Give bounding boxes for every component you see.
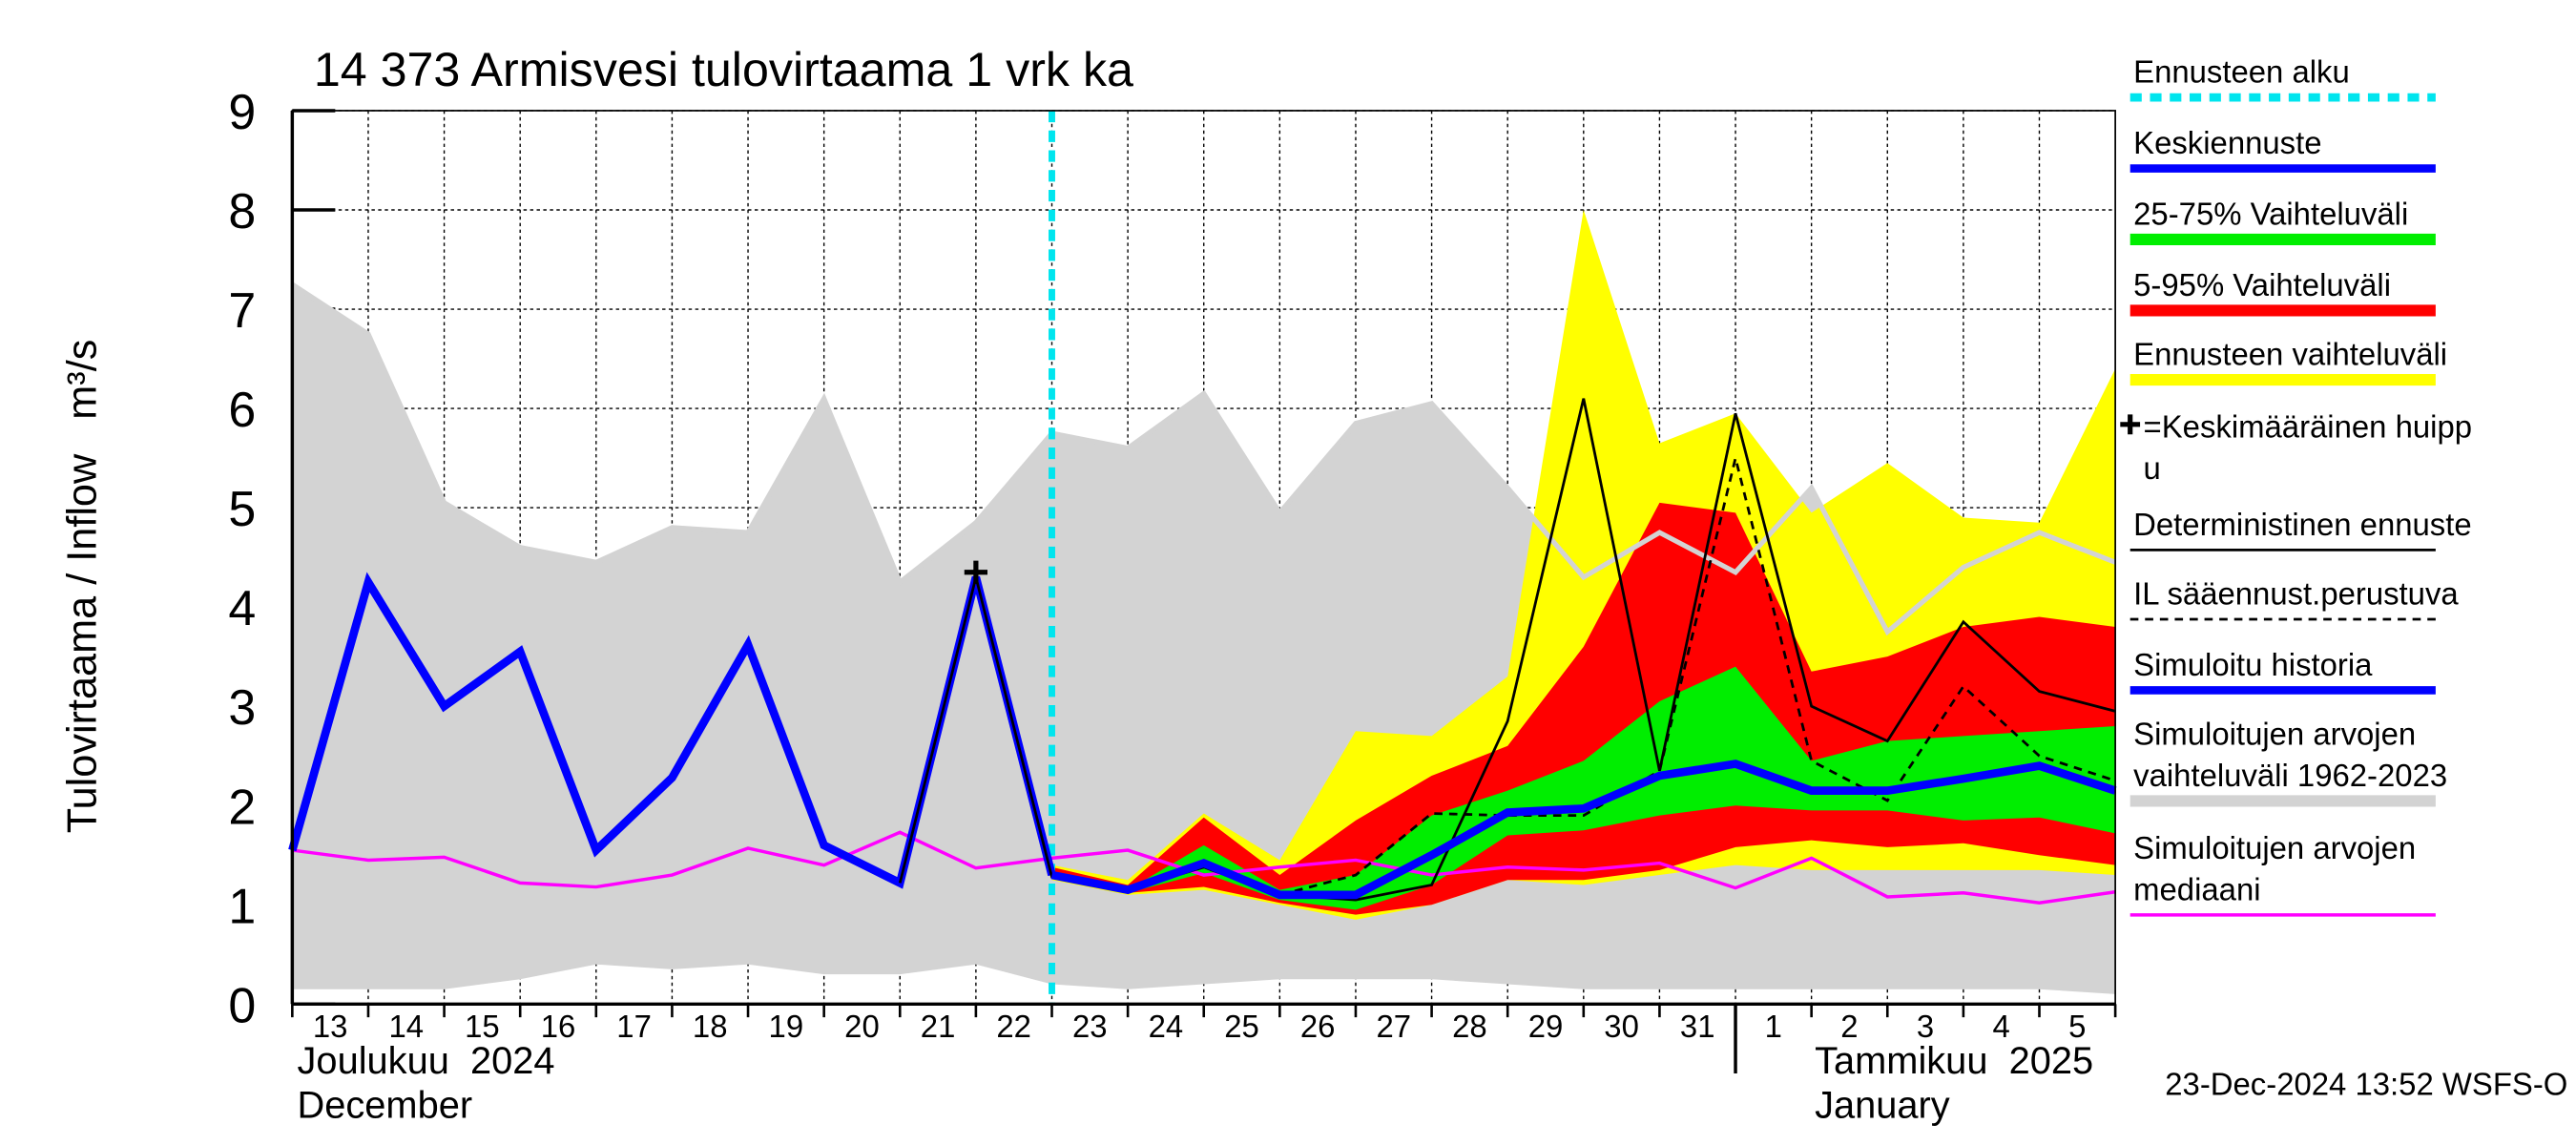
legend-label: 25-75% Vaihteluväli	[2133, 196, 2408, 231]
y-tick-label: 4	[228, 581, 256, 636]
legend-label: Simuloitujen arvojen	[2133, 830, 2416, 865]
x-tick-label: 28	[1452, 1009, 1487, 1044]
legend-label: IL sääennust.perustuva	[2133, 575, 2459, 611]
legend-label: Simuloitu historia	[2133, 647, 2373, 682]
x-tick-label: 14	[388, 1009, 424, 1044]
band-area	[1051, 666, 2116, 910]
x-tick-label: 27	[1376, 1009, 1411, 1044]
y-tick-label: 0	[228, 978, 256, 1033]
x-tick-label: 3	[1917, 1009, 1934, 1044]
legend-label: Deterministinen ennuste	[2133, 507, 2472, 542]
legend-swatch	[2120, 414, 2141, 435]
legend-label: mediaani	[2133, 871, 2260, 906]
legend-label: Simuloitujen arvojen	[2133, 717, 2416, 752]
x-tick-label: 17	[616, 1009, 652, 1044]
x-tick-label: 20	[844, 1009, 880, 1044]
y-tick-label: 5	[228, 482, 256, 537]
y-tick-label: 2	[228, 780, 256, 835]
peak-marker	[964, 560, 987, 584]
peak-marker-cross	[964, 560, 987, 584]
y-tick-label: 6	[228, 383, 256, 438]
x-tick-label: 1	[1765, 1009, 1782, 1044]
x-tick-label: 29	[1528, 1009, 1564, 1044]
band-area	[1051, 502, 2116, 915]
legend-label: u	[2144, 450, 2161, 486]
timestamp: 23-Dec-2024 13:52 WSFS-O	[2165, 1067, 2567, 1102]
legend-label: 5-95% Vaihteluväli	[2133, 267, 2391, 302]
legend-label: vaihteluväli 1962-2023	[2133, 758, 2447, 793]
month-label: January	[1815, 1085, 1950, 1127]
x-tick-label: 23	[1072, 1009, 1108, 1044]
x-tick-label: 30	[1604, 1009, 1639, 1044]
legend-label: Ennusteen vaihteluväli	[2133, 337, 2447, 372]
chart-title: 14 373 Armisvesi tulovirtaama 1 vrk ka	[314, 43, 1133, 96]
series-line	[1050, 760, 2117, 900]
legend-label: Ennusteen alku	[2133, 54, 2350, 90]
x-tick-label: 4	[1993, 1009, 2010, 1044]
legend-label: =Keskimääräinen huipp	[2144, 409, 2472, 445]
x-tick-label: 15	[465, 1009, 500, 1044]
x-tick-label: 18	[693, 1009, 728, 1044]
month-label: Joulukuu 2024	[298, 1040, 555, 1082]
x-tick-label: 25	[1224, 1009, 1259, 1044]
x-tick-label: 2	[1840, 1009, 1858, 1044]
y-tick-label: 8	[228, 184, 256, 239]
x-tick-label: 31	[1680, 1009, 1715, 1044]
x-tick-label: 13	[313, 1009, 348, 1044]
y-tick-label: 1	[228, 879, 256, 934]
month-label: Tammikuu 2025	[1815, 1040, 2093, 1082]
x-tick-label: 22	[996, 1009, 1031, 1044]
x-tick-label: 21	[921, 1009, 956, 1044]
band-upper-edge	[290, 281, 2117, 636]
y-tick-label: 9	[228, 85, 256, 140]
y-axis-label: Tulovirtaama / Inflow m³/s	[59, 340, 105, 834]
y-tick-label: 7	[228, 283, 256, 339]
x-tick-label: 19	[769, 1009, 804, 1044]
month-label: December	[298, 1085, 473, 1127]
x-tick-label: 24	[1149, 1009, 1184, 1044]
x-tick-label: 16	[541, 1009, 576, 1044]
y-tick-label: 3	[228, 680, 256, 736]
series-line	[292, 830, 2116, 905]
x-tick-label: 26	[1300, 1009, 1336, 1044]
x-tick-label: 5	[2068, 1009, 2086, 1044]
legend-label: Keskiennuste	[2133, 125, 2321, 160]
